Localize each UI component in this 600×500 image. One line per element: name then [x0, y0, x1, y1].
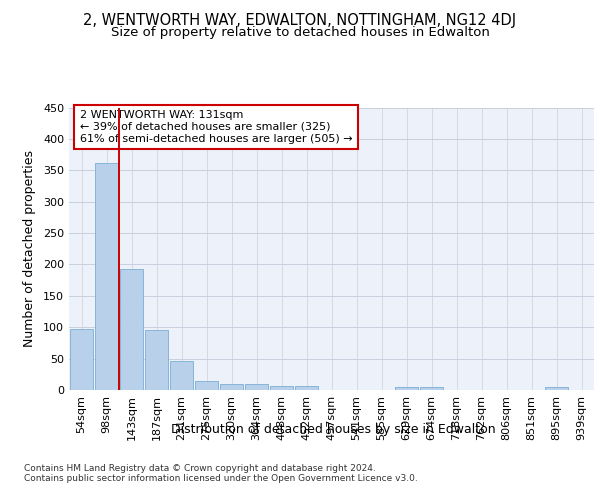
Bar [420, 387, 443, 390]
Bar [395, 387, 418, 390]
Y-axis label: Number of detached properties: Number of detached properties [23, 150, 36, 348]
Bar [295, 386, 318, 390]
Bar [195, 381, 218, 390]
Text: Contains HM Land Registry data © Crown copyright and database right 2024.
Contai: Contains HM Land Registry data © Crown c… [24, 464, 418, 483]
Bar [145, 330, 168, 390]
Bar [545, 388, 568, 390]
Text: Size of property relative to detached houses in Edwalton: Size of property relative to detached ho… [110, 26, 490, 39]
Text: 2 WENTWORTH WAY: 131sqm
← 39% of detached houses are smaller (325)
61% of semi-d: 2 WENTWORTH WAY: 131sqm ← 39% of detache… [79, 110, 352, 144]
Bar [70, 329, 93, 390]
Text: Distribution of detached houses by size in Edwalton: Distribution of detached houses by size … [170, 422, 496, 436]
Bar [170, 361, 193, 390]
Bar [95, 164, 118, 390]
Bar [220, 384, 243, 390]
Bar [245, 384, 268, 390]
Bar [270, 386, 293, 390]
Text: 2, WENTWORTH WAY, EDWALTON, NOTTINGHAM, NG12 4DJ: 2, WENTWORTH WAY, EDWALTON, NOTTINGHAM, … [83, 12, 517, 28]
Bar [120, 269, 143, 390]
